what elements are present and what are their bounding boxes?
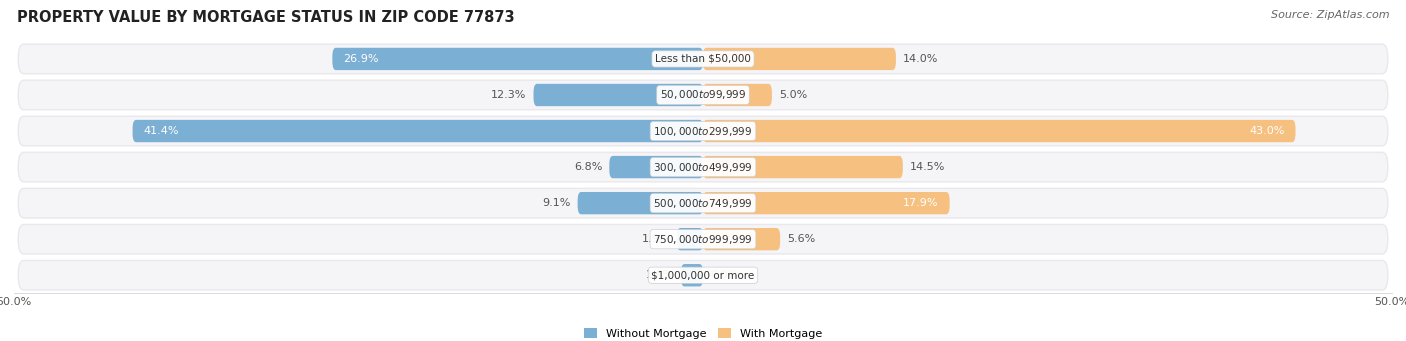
Text: $750,000 to $999,999: $750,000 to $999,999 (654, 233, 752, 246)
FancyBboxPatch shape (578, 192, 703, 214)
FancyBboxPatch shape (703, 48, 896, 70)
FancyBboxPatch shape (681, 264, 703, 286)
Text: 17.9%: 17.9% (903, 198, 939, 208)
FancyBboxPatch shape (18, 116, 1388, 146)
Text: $1,000,000 or more: $1,000,000 or more (651, 270, 755, 280)
Text: 0.0%: 0.0% (710, 270, 738, 280)
FancyBboxPatch shape (18, 44, 1388, 74)
FancyBboxPatch shape (18, 152, 1388, 182)
Text: 1.9%: 1.9% (641, 234, 669, 244)
Text: 26.9%: 26.9% (343, 54, 378, 64)
Text: 14.5%: 14.5% (910, 162, 945, 172)
FancyBboxPatch shape (18, 261, 1388, 290)
Text: 5.6%: 5.6% (787, 234, 815, 244)
Text: Source: ZipAtlas.com: Source: ZipAtlas.com (1271, 10, 1389, 20)
FancyBboxPatch shape (18, 188, 1388, 218)
FancyBboxPatch shape (609, 156, 703, 178)
Legend: Without Mortgage, With Mortgage: Without Mortgage, With Mortgage (579, 324, 827, 341)
FancyBboxPatch shape (703, 84, 772, 106)
FancyBboxPatch shape (703, 228, 780, 250)
FancyBboxPatch shape (332, 48, 703, 70)
Text: 5.0%: 5.0% (779, 90, 807, 100)
Text: 41.4%: 41.4% (143, 126, 179, 136)
FancyBboxPatch shape (703, 156, 903, 178)
FancyBboxPatch shape (533, 84, 703, 106)
Text: Less than $50,000: Less than $50,000 (655, 54, 751, 64)
FancyBboxPatch shape (703, 120, 1295, 142)
Text: 6.8%: 6.8% (574, 162, 602, 172)
Text: $500,000 to $749,999: $500,000 to $749,999 (654, 197, 752, 210)
Text: 12.3%: 12.3% (491, 90, 527, 100)
FancyBboxPatch shape (18, 80, 1388, 110)
Text: 9.1%: 9.1% (543, 198, 571, 208)
Text: PROPERTY VALUE BY MORTGAGE STATUS IN ZIP CODE 77873: PROPERTY VALUE BY MORTGAGE STATUS IN ZIP… (17, 10, 515, 25)
Text: 1.6%: 1.6% (645, 270, 673, 280)
Text: 43.0%: 43.0% (1249, 126, 1285, 136)
Text: $100,000 to $299,999: $100,000 to $299,999 (654, 124, 752, 137)
Text: 14.0%: 14.0% (903, 54, 938, 64)
FancyBboxPatch shape (676, 228, 703, 250)
FancyBboxPatch shape (18, 224, 1388, 254)
Text: $50,000 to $99,999: $50,000 to $99,999 (659, 89, 747, 102)
FancyBboxPatch shape (703, 192, 949, 214)
Text: $300,000 to $499,999: $300,000 to $499,999 (654, 161, 752, 174)
FancyBboxPatch shape (132, 120, 703, 142)
